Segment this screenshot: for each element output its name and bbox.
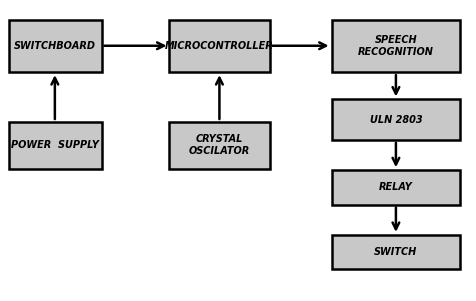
Text: SWITCH: SWITCH xyxy=(374,247,416,257)
FancyBboxPatch shape xyxy=(331,235,459,269)
Text: CRYSTAL
OSCILATOR: CRYSTAL OSCILATOR xyxy=(188,134,249,157)
FancyBboxPatch shape xyxy=(331,99,459,140)
FancyBboxPatch shape xyxy=(9,20,101,72)
FancyBboxPatch shape xyxy=(331,170,459,205)
Text: SWITCHBOARD: SWITCHBOARD xyxy=(14,41,96,51)
Text: POWER  SUPPLY: POWER SUPPLY xyxy=(11,140,99,150)
Text: MICROCONTROLLER: MICROCONTROLLER xyxy=(165,41,273,51)
Text: ULN 2803: ULN 2803 xyxy=(369,115,421,125)
FancyBboxPatch shape xyxy=(169,20,269,72)
Text: RELAY: RELAY xyxy=(378,182,412,192)
FancyBboxPatch shape xyxy=(331,20,459,72)
FancyBboxPatch shape xyxy=(9,122,101,169)
Text: SPEECH
RECOGNITION: SPEECH RECOGNITION xyxy=(357,35,433,57)
FancyBboxPatch shape xyxy=(169,122,269,169)
